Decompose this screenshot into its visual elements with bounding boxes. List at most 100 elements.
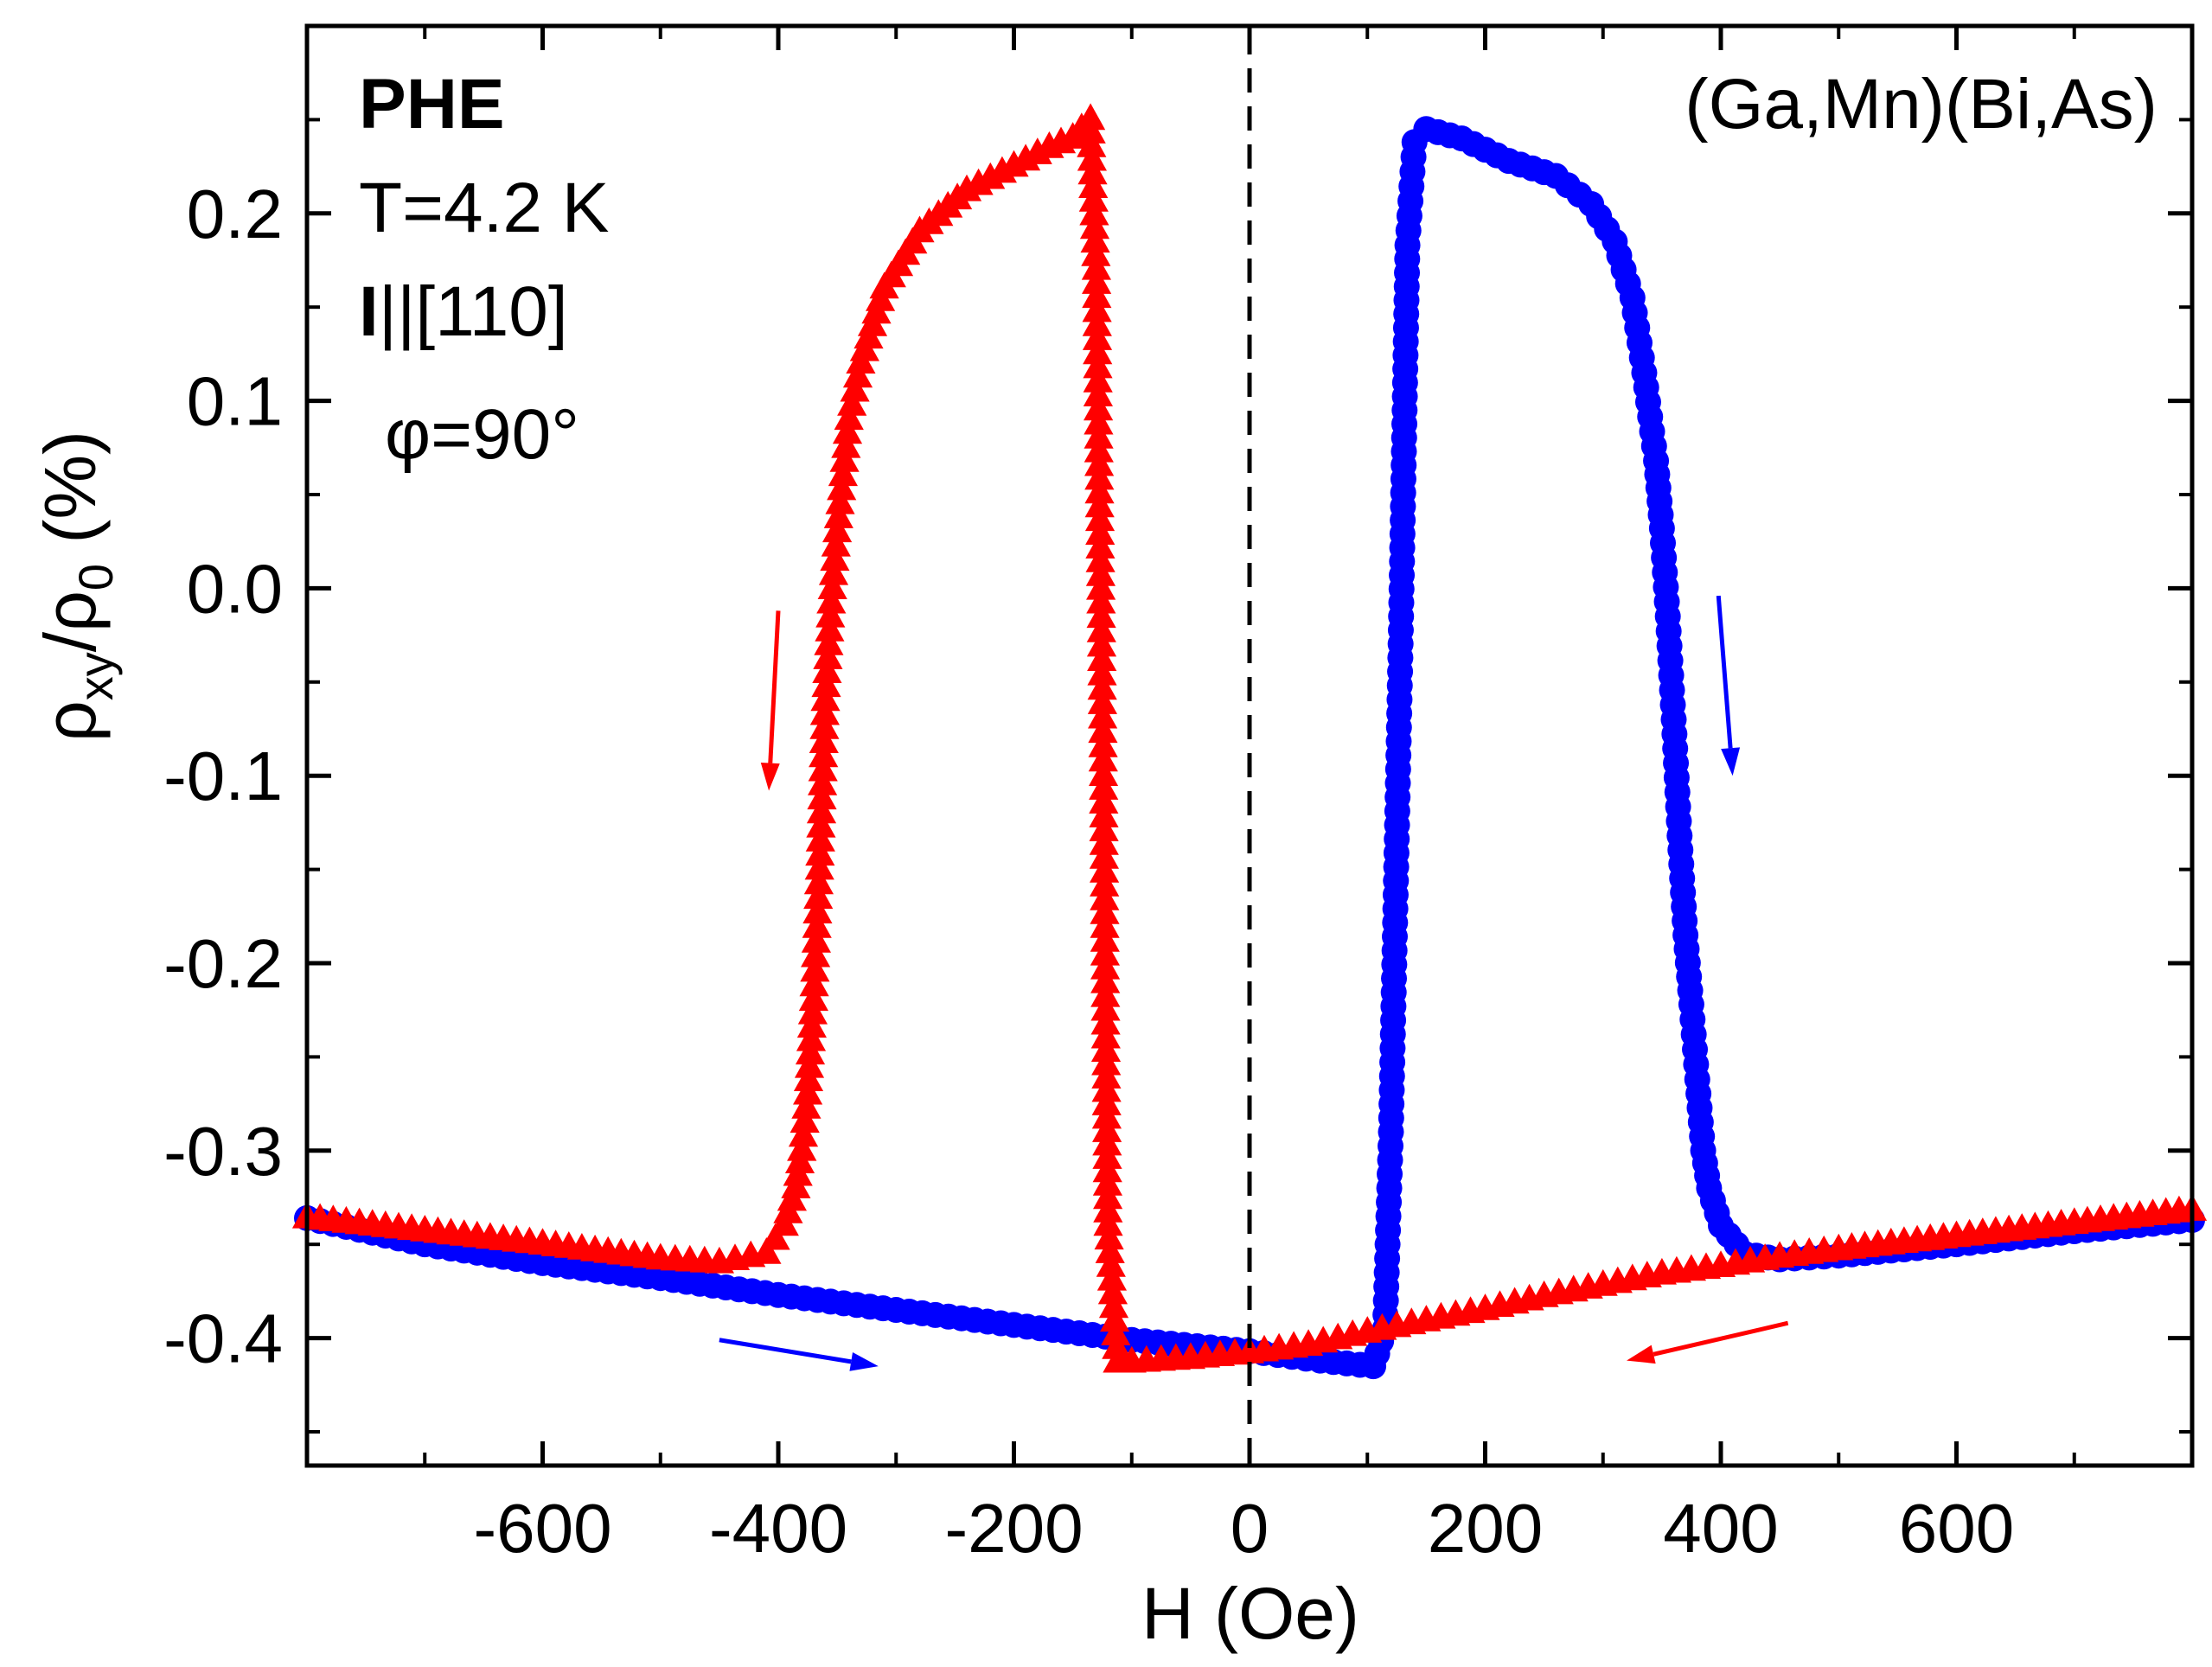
data-point-red: [794, 1051, 825, 1078]
data-point-red: [1089, 814, 1119, 841]
data-point-red: [1090, 980, 1121, 1007]
sweep-arrow-head: [1721, 747, 1741, 776]
sweep-arrow-shaft: [768, 610, 781, 763]
data-point-red: [1085, 559, 1116, 586]
data-point-red: [1082, 309, 1112, 336]
data-point-red: [1090, 897, 1120, 924]
data-point-red: [1097, 1277, 1128, 1305]
data-point-red: [796, 1024, 827, 1051]
data-point-red: [790, 1106, 820, 1133]
data-point-red: [1089, 759, 1119, 786]
data-point-red: [827, 473, 857, 501]
data-point-red: [1090, 938, 1120, 966]
sweep-arrow-blue: [1716, 595, 1741, 776]
data-point-red: [837, 389, 867, 416]
annotation-phi: φ=90°: [385, 395, 579, 474]
data-point-red: [801, 940, 831, 968]
data-point-red: [1084, 504, 1116, 532]
data-point-red: [1090, 870, 1120, 897]
y-tick-label: -0.4: [163, 1300, 283, 1377]
data-point-red: [1084, 407, 1114, 435]
data-point-red: [1079, 212, 1110, 240]
data-point-red: [803, 882, 834, 910]
x-tick-label: 400: [1663, 1490, 1778, 1567]
data-point-red: [1089, 787, 1119, 814]
y-tick-label: -0.1: [163, 738, 283, 814]
data-point-red: [799, 969, 829, 997]
y-tick-label: 0.1: [187, 363, 283, 440]
y-tick-label: 0.2: [187, 176, 283, 252]
data-point-red: [1084, 435, 1114, 463]
data-point-red: [805, 839, 835, 866]
data-point-red: [1102, 1332, 1132, 1359]
data-point-red: [1077, 130, 1107, 157]
data-point-red: [1096, 1263, 1127, 1291]
data-point-red: [832, 417, 863, 444]
data-point-red: [795, 1038, 826, 1065]
data-point-red: [1078, 185, 1109, 212]
data-point-red: [1095, 1236, 1125, 1263]
annotation-phe: PHE: [359, 65, 505, 144]
data-point-red: [793, 1064, 824, 1091]
data-point-red: [1088, 701, 1118, 729]
data-point-red: [793, 1077, 823, 1105]
data-point-red: [802, 897, 833, 923]
data-point-red: [1084, 393, 1114, 421]
data-point-red: [808, 754, 838, 782]
y-axis-title-sub-0: 0: [68, 564, 123, 591]
data-point-red: [809, 726, 839, 753]
data-point-red: [1090, 856, 1120, 883]
data-point-red: [829, 445, 860, 472]
data-point-red: [815, 600, 846, 628]
data-point-red: [828, 459, 858, 487]
sweep-arrow-shaft: [1653, 1320, 1789, 1357]
data-point-red: [809, 698, 840, 725]
data-point-red: [1090, 1035, 1122, 1062]
data-point-red: [846, 347, 876, 374]
data-point-red: [1091, 1062, 1122, 1089]
data-point-red: [1091, 1089, 1122, 1115]
annotation-sample: (Ga,Mn)(Bi,As): [1685, 65, 2158, 144]
x-tick-label: 600: [1899, 1490, 2014, 1567]
data-point-red: [1078, 171, 1109, 198]
data-point-red: [1082, 281, 1112, 309]
sweep-arrow-head: [760, 762, 780, 791]
data-point-red: [1103, 1345, 1133, 1373]
data-point-red: [1083, 351, 1113, 379]
data-point-red: [1090, 1021, 1121, 1049]
data-point-red: [809, 740, 839, 768]
data-point-red: [818, 558, 849, 585]
data-point-red: [800, 955, 830, 982]
data-point-red: [1092, 1115, 1122, 1142]
data-point-red: [1089, 773, 1119, 800]
data-point-red: [1087, 644, 1117, 671]
y-axis-title-slash-rho: /ρ: [29, 591, 111, 652]
data-point-red: [1087, 658, 1117, 686]
data-point-red: [1085, 532, 1116, 559]
tick-layer: -600 -400 -200 0 200 400 600 0.2 0.1 0.0 -0.1 -0.2 -…: [163, 26, 2192, 1567]
data-point-red: [1082, 295, 1112, 323]
series-layer: [291, 103, 2208, 1380]
annotation-temperature: T=4.2 K: [359, 169, 609, 247]
data-point-red: [1091, 1102, 1122, 1129]
data-point-red: [808, 769, 838, 795]
data-point-red: [1077, 157, 1108, 185]
y-axis-title-rho: ρ: [29, 700, 111, 742]
data-point-red: [812, 656, 842, 683]
x-tick-label: -200: [944, 1490, 1083, 1567]
data-point-red: [807, 782, 837, 810]
arrow-layer: [719, 595, 1789, 1371]
data-point-red: [814, 629, 844, 655]
annotation-current-rest: ||[110]: [379, 272, 568, 351]
data-point-red: [1090, 910, 1120, 938]
data-point-red: [842, 361, 873, 388]
x-tick-label: 0: [1231, 1490, 1269, 1567]
data-point-red: [1077, 144, 1107, 171]
data-point-red: [1083, 365, 1113, 393]
y-axis-title-unit: (%): [29, 431, 111, 564]
data-point-red: [1096, 1250, 1126, 1277]
data-point-red: [1090, 952, 1121, 980]
data-point-red: [1101, 1319, 1131, 1345]
y-axis-title-sub-xy: xy: [68, 652, 123, 700]
data-point-red: [1091, 1048, 1122, 1076]
